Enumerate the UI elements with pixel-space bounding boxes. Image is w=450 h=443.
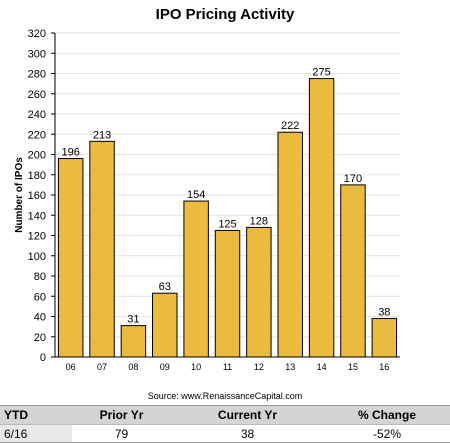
ytd-summary-table: YTD Prior Yr Current Yr % Change 6/16 79… <box>0 405 450 443</box>
bar-11 <box>214 229 241 358</box>
bar-07 <box>89 140 115 358</box>
data-label: 128 <box>250 215 268 227</box>
y-tick-label: 300 <box>28 48 46 60</box>
x-tick-label: 13 <box>285 362 295 372</box>
y-tick-label: 160 <box>28 190 46 202</box>
y-tick-label: 180 <box>28 170 46 182</box>
bar-06 <box>57 158 84 358</box>
y-tick-label: 0 <box>40 352 46 364</box>
x-tick-label: 11 <box>223 362 232 372</box>
bar-12 <box>246 226 272 358</box>
y-axis-label: Number of IPOs <box>14 157 25 233</box>
bar-16 <box>371 318 398 358</box>
bar-chart: 0 20 40 60 80 100 120 140 160 180 200 220 240 260 280 3… <box>14 28 400 372</box>
y-tick-label: 100 <box>28 251 46 263</box>
cell-ytd-date: 6/16 <box>0 424 72 443</box>
y-tick-label: 320 <box>28 28 46 40</box>
summary-header-row: YTD Prior Yr Current Yr % Change <box>0 405 450 425</box>
data-label: 222 <box>281 120 299 132</box>
bar-08 <box>120 325 147 358</box>
header-current-yr: Current Yr <box>171 405 324 425</box>
x-tick-label: 12 <box>254 362 264 372</box>
bar-15 <box>340 184 366 358</box>
bar-10 <box>183 200 209 358</box>
summary-data-row: 6/16 79 38 -52% <box>0 424 450 443</box>
y-tick-label: 40 <box>34 312 46 324</box>
data-label: 31 <box>127 314 139 326</box>
header-percent-change: % Change <box>324 405 450 425</box>
data-label: 196 <box>62 147 80 159</box>
x-tick-label: 14 <box>317 362 327 372</box>
cell-percent-change: -52% <box>324 424 450 443</box>
x-tick-label: 08 <box>128 362 138 372</box>
data-label: 154 <box>187 189 205 201</box>
y-tick-label: 260 <box>28 89 46 101</box>
y-tick-label: 200 <box>28 150 46 162</box>
header-ytd: YTD <box>0 405 72 425</box>
x-tick-label: 09 <box>160 362 170 372</box>
cell-prior-yr: 79 <box>72 424 171 443</box>
data-label: 170 <box>344 173 362 185</box>
header-prior-yr: Prior Yr <box>72 405 171 425</box>
x-tick-label: 10 <box>191 362 201 372</box>
y-tick-label: 240 <box>28 109 46 121</box>
y-tick-label: 60 <box>34 291 46 303</box>
bar-14 <box>308 78 335 358</box>
data-label: 38 <box>378 307 390 319</box>
cell-current-yr: 38 <box>171 424 324 443</box>
data-label: 275 <box>312 67 330 79</box>
data-label: 213 <box>93 129 111 141</box>
data-label: 63 <box>159 281 171 293</box>
bar-09 <box>152 292 178 358</box>
y-tick-label: 20 <box>34 332 46 344</box>
bar-13 <box>277 131 303 358</box>
x-tick-label: 15 <box>348 362 358 372</box>
y-tick-label: 220 <box>28 129 46 141</box>
chart-title: IPO Pricing Activity <box>155 6 295 23</box>
y-tick-label: 120 <box>28 231 46 243</box>
data-label: 125 <box>218 218 236 230</box>
x-tick-label: 07 <box>97 362 107 372</box>
x-tick-label: 16 <box>379 362 389 372</box>
y-tick-label: 280 <box>28 69 46 81</box>
y-tick-label: 80 <box>34 271 46 283</box>
source-note: Source: www.RenaissanceCapital.com <box>147 391 303 401</box>
y-tick-label: 140 <box>28 210 46 222</box>
x-tick-label: 06 <box>66 362 76 372</box>
